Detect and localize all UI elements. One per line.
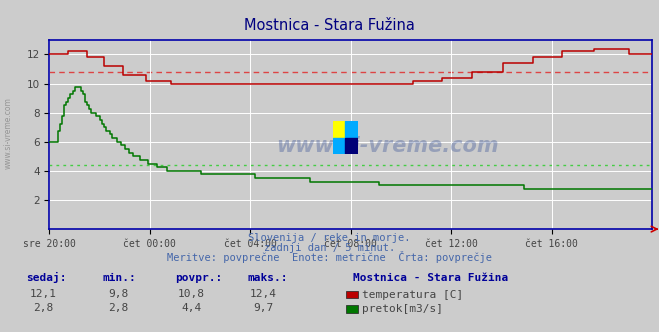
Bar: [345, 121, 358, 138]
Text: Mostnica - Stara Fužina: Mostnica - Stara Fužina: [244, 18, 415, 33]
Text: Meritve: povprečne  Enote: metrične  Črta: povprečje: Meritve: povprečne Enote: metrične Črta:…: [167, 251, 492, 263]
Text: 2,8: 2,8: [33, 303, 53, 313]
Text: 9,8: 9,8: [109, 289, 129, 299]
Bar: [333, 121, 345, 138]
Text: 4,4: 4,4: [181, 303, 201, 313]
Text: sedaj:: sedaj:: [26, 272, 67, 283]
Text: zadnji dan / 5 minut.: zadnji dan / 5 minut.: [264, 243, 395, 253]
Bar: [345, 138, 358, 154]
Text: Mostnica - Stara Fužina: Mostnica - Stara Fužina: [353, 273, 508, 283]
Text: 12,1: 12,1: [30, 289, 56, 299]
Text: min.:: min.:: [102, 273, 136, 283]
Text: pretok[m3/s]: pretok[m3/s]: [362, 304, 444, 314]
Text: maks.:: maks.:: [247, 273, 287, 283]
Text: 2,8: 2,8: [109, 303, 129, 313]
Text: Slovenija / reke in morje.: Slovenija / reke in morje.: [248, 233, 411, 243]
Text: www.si-vreme.com: www.si-vreme.com: [3, 97, 13, 169]
Text: www.si-vreme.com: www.si-vreme.com: [275, 136, 498, 156]
Text: 9,7: 9,7: [254, 303, 273, 313]
Text: 10,8: 10,8: [178, 289, 204, 299]
Text: 12,4: 12,4: [250, 289, 277, 299]
Bar: [333, 138, 345, 154]
Text: temperatura [C]: temperatura [C]: [362, 290, 464, 300]
Text: povpr.:: povpr.:: [175, 273, 222, 283]
